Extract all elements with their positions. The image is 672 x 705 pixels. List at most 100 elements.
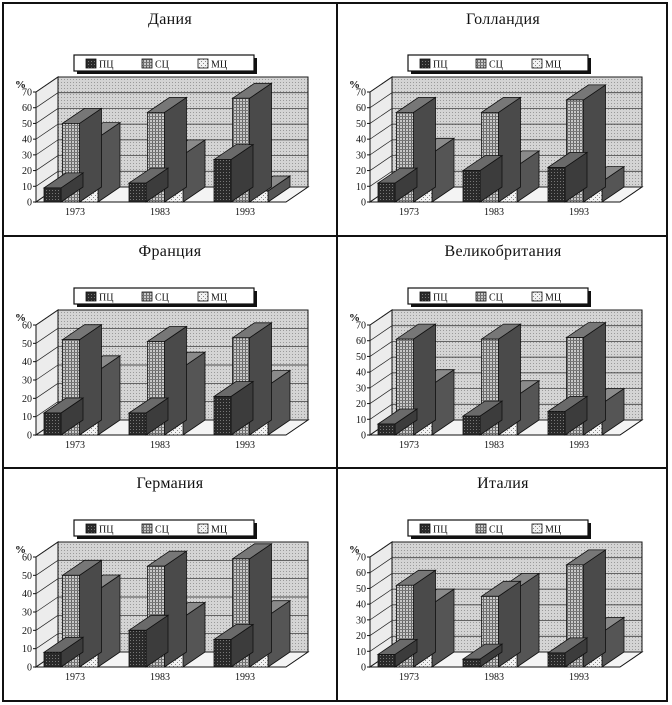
bar-front — [462, 415, 481, 436]
y-tick-label: 10 — [22, 644, 32, 655]
y-tick-label: 60 — [22, 553, 32, 564]
y-tick-label: 30 — [22, 150, 32, 161]
legend-swatch — [197, 523, 209, 534]
panel-divider-horizontal — [4, 467, 666, 469]
legend-label: МЦ — [545, 60, 561, 71]
legend-swatch — [85, 523, 97, 534]
gridline — [369, 309, 393, 326]
legend-swatch — [85, 291, 97, 302]
bar — [42, 397, 85, 436]
bar — [546, 637, 589, 668]
legend-label: СЦ — [489, 525, 503, 536]
gridline — [369, 108, 393, 124]
gridline — [369, 635, 393, 652]
legend-swatch — [475, 523, 487, 534]
bar-front — [377, 182, 396, 203]
gridline — [35, 346, 59, 362]
y-tick-label: 50 — [356, 119, 366, 130]
bar-front — [547, 411, 566, 436]
x-tick-label: 1993 — [235, 207, 255, 218]
gridline — [35, 383, 59, 399]
gridline — [369, 76, 393, 93]
chart-svg: 0 10 20 30 40 50 60 70% ПЦ СЦ МЦ 1973 1983 1993 — [349, 54, 644, 218]
legend-box — [73, 519, 255, 537]
gridline — [35, 541, 59, 558]
y-tick-label: 60 — [22, 103, 32, 114]
y-tick-label: 40 — [356, 135, 366, 146]
legend-label: СЦ — [489, 293, 503, 304]
bar — [127, 397, 170, 436]
y-tick-label: 20 — [356, 166, 366, 177]
chart-title: Франция — [138, 243, 202, 260]
legend: ПЦ СЦ МЦ — [407, 519, 591, 539]
chart-panel-germany: Германия 0 10 20 30 40 50 60% ПЦ СЦ МЦ 1973 1983 199… — [4, 469, 336, 700]
legend-label: СЦ — [155, 525, 169, 536]
legend: ПЦ СЦ МЦ — [407, 287, 591, 307]
bar — [565, 549, 607, 668]
gridline — [35, 76, 59, 93]
chart-title: Дания — [148, 11, 192, 28]
gridline — [369, 356, 393, 373]
y-tick-label: 30 — [22, 608, 32, 619]
y-tick-label: 50 — [356, 352, 366, 363]
y-tick-label: 0 — [27, 663, 32, 674]
y-tick-label: 10 — [22, 182, 32, 193]
gridline — [35, 309, 59, 326]
chart-title: Италия — [477, 475, 529, 492]
y-tick-label: 30 — [356, 150, 366, 161]
bars — [376, 549, 626, 668]
bar-front — [462, 658, 481, 668]
legend-label: МЦ — [211, 60, 227, 71]
y-tick-label: 70 — [356, 88, 366, 99]
bar — [376, 638, 419, 668]
bar — [61, 323, 103, 436]
gridline — [369, 620, 393, 636]
y-axis-label: % — [349, 79, 360, 91]
legend: ПЦ СЦ МЦ — [73, 54, 257, 74]
legend-label: ПЦ — [99, 293, 113, 304]
gridline — [35, 155, 59, 171]
y-tick-label: 10 — [356, 182, 366, 193]
y-tick-label: 60 — [356, 568, 366, 579]
x-axis: 1973 1983 1993 — [399, 672, 589, 683]
gridline — [369, 92, 393, 109]
bar — [42, 636, 85, 668]
y-tick-label: 10 — [356, 415, 366, 426]
chart-svg: 0 10 20 30 40 50 60% ПЦ СЦ МЦ 1973 1983 1993 — [15, 519, 310, 683]
bar — [231, 543, 273, 668]
legend-label: МЦ — [211, 525, 227, 536]
panel-divider-vertical — [336, 4, 338, 700]
chart-panel-netherlands: Голландия 0 10 20 30 40 50 60 70% ПЦ СЦ МЦ 1973 1983… — [338, 4, 668, 235]
chart-svg: 0 10 20 30 40 50 60% ПЦ СЦ МЦ 1973 1983 1993 — [15, 287, 310, 451]
gridline — [35, 139, 59, 156]
x-tick-label: 1973 — [65, 672, 85, 683]
x-tick-label: 1993 — [235, 440, 255, 451]
bars — [376, 84, 626, 203]
x-axis: 1973 1983 1993 — [65, 207, 255, 218]
y-tick-label: 20 — [22, 166, 32, 177]
gridline — [35, 615, 59, 631]
y-tick-label: 40 — [356, 368, 366, 379]
legend-box — [407, 287, 589, 305]
y-axis-label: % — [349, 312, 360, 324]
bar-front — [43, 651, 62, 668]
x-axis: 1973 1983 1993 — [65, 440, 255, 451]
x-tick-label: 1983 — [150, 440, 170, 451]
bar — [546, 395, 589, 436]
y-tick-label: 40 — [22, 357, 32, 368]
legend-swatch — [531, 523, 543, 534]
legend-swatch — [531, 58, 543, 69]
gridline — [35, 633, 59, 649]
gridline — [35, 170, 59, 187]
legend-swatch — [475, 291, 487, 302]
bar-front — [128, 412, 147, 436]
y-tick-label: 30 — [22, 376, 32, 387]
x-tick-label: 1993 — [569, 207, 589, 218]
bar — [127, 614, 170, 668]
y-tick-label: 70 — [356, 553, 366, 564]
gridline — [369, 573, 393, 589]
bar — [546, 151, 589, 203]
chart-svg: 0 10 20 30 40 50 60 70% ПЦ СЦ МЦ 1973 1983 1993 — [15, 54, 310, 218]
gridline — [35, 596, 59, 613]
gridline — [35, 578, 59, 594]
